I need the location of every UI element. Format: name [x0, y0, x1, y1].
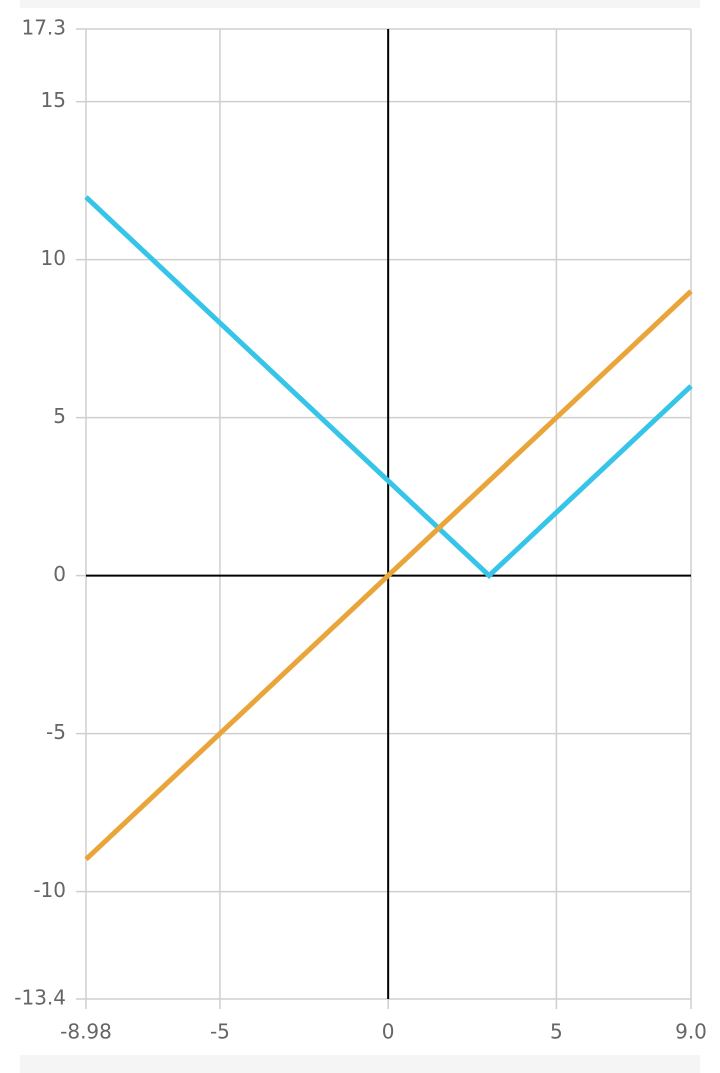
y-tick-label: 17.3: [21, 16, 66, 40]
y-tick-label: 5: [53, 404, 66, 428]
line-series: [84, 195, 693, 580]
y-tick-label: 15: [41, 88, 66, 112]
line-series: [84, 289, 693, 862]
x-tick-label: 5: [550, 1020, 563, 1044]
bottom-strip: [20, 1055, 700, 1073]
x-tick-label: 9.0: [675, 1020, 707, 1044]
y-tick-label: 0: [53, 562, 66, 586]
x-tick-label: -8.98: [60, 1020, 112, 1044]
x-tick-label: -5: [210, 1020, 230, 1044]
top-strip: [20, 0, 700, 8]
y-tick-label: -10: [33, 878, 66, 902]
y-tick-label: 10: [41, 246, 66, 270]
x-tick-label: 0: [382, 1020, 395, 1044]
y-tick-label: -5: [46, 720, 66, 744]
y-tick-label: -13.4: [14, 986, 66, 1010]
